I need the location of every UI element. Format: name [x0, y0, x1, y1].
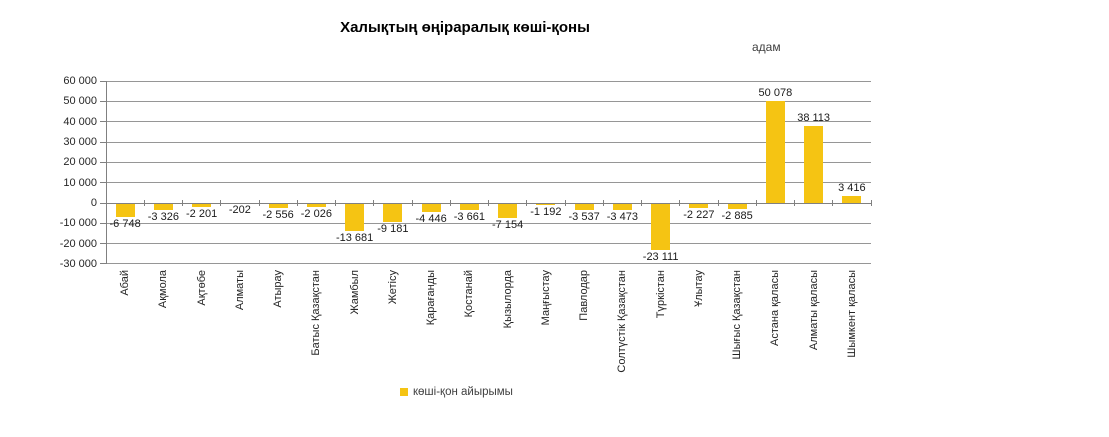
chart-title: Халықтың өңіраралық көші-қоны — [340, 19, 590, 36]
gridline — [106, 141, 871, 143]
gridline — [106, 263, 871, 265]
bar-value-label: -13 681 — [335, 231, 374, 244]
category-label: Түркістан — [654, 270, 667, 319]
bar — [459, 203, 479, 211]
bar — [689, 203, 709, 208]
category-label: Қызылорда — [501, 270, 514, 329]
bar-value-label: -3 537 — [568, 211, 600, 224]
y-axis-tick — [100, 80, 106, 82]
bar — [804, 125, 824, 203]
bar — [383, 203, 403, 222]
bar-value-label: -4 446 — [415, 213, 447, 226]
bar — [612, 203, 632, 211]
category-label: Ақмола — [157, 270, 170, 309]
bar — [765, 101, 785, 203]
category-label: Павлодар — [578, 270, 591, 321]
gridline — [106, 182, 871, 184]
bar — [421, 203, 441, 213]
y-axis-tick-label: 20 000 — [63, 156, 97, 169]
category-label: Қостанай — [463, 270, 476, 318]
category-label: Ұлытау — [692, 270, 705, 307]
bar — [574, 203, 594, 211]
category-label: Шымкент қаласы — [845, 270, 858, 358]
bar — [115, 203, 135, 217]
bar — [192, 203, 212, 208]
y-axis-tick-label: -30 000 — [59, 257, 97, 270]
y-axis-tick — [100, 161, 106, 163]
bar — [498, 203, 518, 218]
category-label: Солтүстік Қазақстан — [616, 270, 629, 373]
bar — [345, 203, 365, 231]
bar-value-label: -2 556 — [262, 209, 294, 222]
gridline — [106, 80, 871, 82]
bar — [842, 196, 862, 203]
bar-value-label: -202 — [228, 204, 251, 217]
y-axis-tick-label: 30 000 — [63, 136, 97, 148]
bar-value-label: -2 227 — [683, 208, 715, 221]
category-label: Атырау — [272, 270, 285, 308]
bar — [153, 203, 173, 210]
bar-value-label: -2 026 — [300, 208, 332, 221]
gridline — [106, 100, 871, 102]
category-label: Абай — [119, 270, 132, 296]
bar-value-label: -6 748 — [109, 217, 141, 230]
category-label: Батыс Қазақстан — [310, 270, 323, 356]
bar-value-label: -9 181 — [377, 222, 409, 235]
y-axis-tick — [100, 263, 106, 265]
legend-color-swatch-icon — [400, 388, 408, 396]
category-label: Ақтөбе — [195, 270, 208, 306]
y-axis-tick-label: -20 000 — [59, 237, 97, 250]
bar — [306, 203, 326, 208]
y-axis-tick — [100, 243, 106, 245]
bar-value-label: 50 078 — [758, 87, 793, 100]
legend: көші-қон айырымы — [400, 386, 513, 398]
category-label: Астана қаласы — [769, 270, 782, 346]
bar — [268, 203, 288, 209]
bar-value-label: -23 111 — [642, 250, 679, 263]
y-axis-tick-label: 50 000 — [63, 95, 97, 108]
y-axis-tick — [100, 141, 106, 143]
y-axis-tick — [100, 202, 106, 204]
gridline — [106, 243, 871, 245]
gridline — [106, 121, 871, 123]
bar-value-label: 3 416 — [838, 182, 866, 195]
bar — [651, 203, 671, 250]
category-label: Маңғыстау — [539, 270, 552, 326]
bar-value-label: -2 201 — [186, 208, 218, 221]
bar-value-label: -7 154 — [492, 218, 524, 231]
y-axis-tick — [100, 100, 106, 102]
y-axis-tick-label: 0 — [90, 197, 97, 209]
category-label: Жамбыл — [348, 270, 361, 315]
bar-value-label: -3 326 — [147, 210, 179, 223]
category-label: Қарағанды — [425, 270, 438, 326]
value-axis-line — [105, 81, 107, 264]
y-axis-tick-label: 60 000 — [63, 75, 97, 88]
category-axis-line — [106, 202, 871, 204]
gridline — [106, 222, 871, 224]
bar — [727, 203, 747, 209]
y-axis-tick-label: -10 000 — [59, 217, 97, 230]
bar — [536, 203, 556, 206]
bar-value-label: -2 885 — [721, 209, 753, 222]
y-axis-tick-label: 10 000 — [63, 176, 97, 189]
category-label: Алматы — [233, 270, 246, 311]
gridline — [106, 161, 871, 163]
bar-value-label: -3 473 — [606, 211, 638, 224]
category-label: Алматы қаласы — [807, 270, 820, 351]
category-tick — [870, 200, 872, 206]
y-axis-tick — [100, 222, 106, 224]
y-axis-tick — [100, 182, 106, 184]
bar-value-label: -1 192 — [530, 206, 562, 219]
units-label: адам — [752, 40, 781, 54]
bar-value-label: 38 113 — [797, 111, 831, 124]
category-label: Жетісу — [386, 270, 399, 305]
y-axis-tick-label: 40 000 — [63, 115, 97, 128]
y-axis-tick — [100, 121, 106, 123]
bar-value-label: -3 661 — [453, 211, 485, 224]
legend-label: көші-қон айырымы — [413, 386, 513, 398]
category-label: Шығыс Қазақстан — [731, 270, 744, 360]
